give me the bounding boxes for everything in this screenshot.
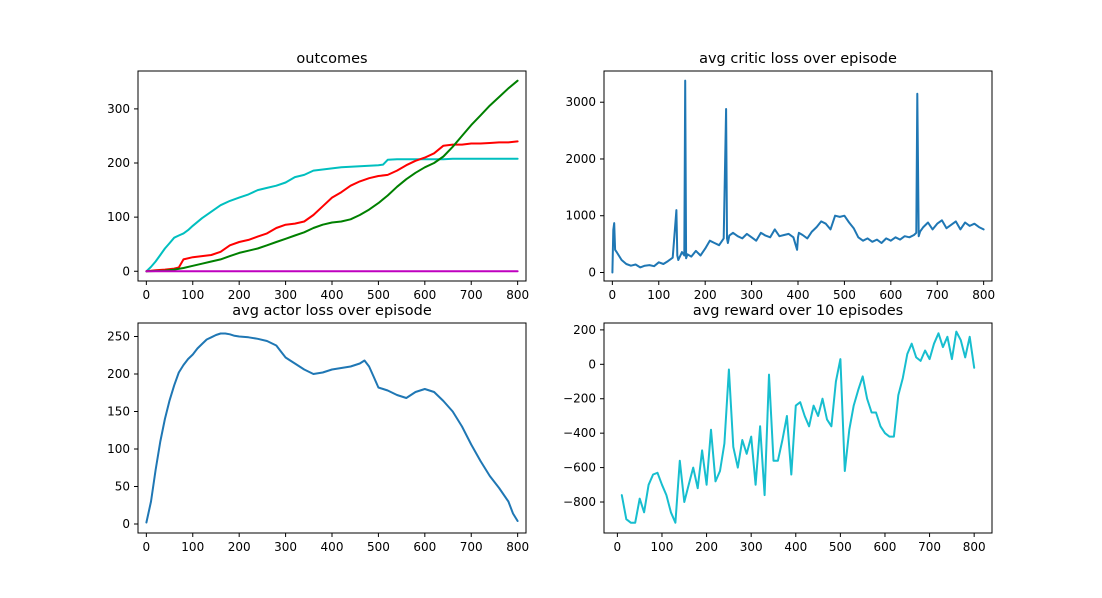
x-tick-label: 300	[274, 540, 297, 554]
x-tick-label: 100	[647, 288, 670, 302]
x-tick-label: 800	[506, 540, 529, 554]
x-tick-label: 700	[918, 540, 941, 554]
x-tick-label: 300	[740, 288, 763, 302]
x-tick-label: 500	[367, 288, 390, 302]
series-line-0	[145, 157, 519, 273]
x-tick-label: 700	[460, 540, 483, 554]
panel-title: avg reward over 10 episodes	[693, 303, 903, 319]
x-tick-label: 100	[181, 288, 204, 302]
x-tick-label: 800	[972, 288, 995, 302]
x-tick-label: 600	[413, 540, 436, 554]
x-tick-label: 700	[926, 288, 949, 302]
y-tick-label: 0	[588, 265, 596, 279]
y-tick-label: 0	[122, 517, 130, 531]
series-group	[145, 79, 519, 273]
x-tick-label: 400	[321, 288, 344, 302]
y-tick-label: 50	[115, 480, 130, 494]
series-group	[145, 332, 519, 524]
panel-title: avg critic loss over episode	[699, 51, 897, 67]
y-tick-label: 150	[107, 405, 130, 419]
x-tick-label: 500	[367, 540, 390, 554]
y-tick-label: 100	[107, 442, 130, 456]
y-tick-label: 300	[107, 102, 130, 116]
panel-title: avg actor loss over episode	[232, 303, 432, 319]
y-tick-label: −800	[563, 495, 596, 509]
x-tick-label: 100	[651, 540, 674, 554]
series-line-0	[611, 79, 985, 274]
x-tick-label: 200	[694, 288, 717, 302]
y-tick-label: 0	[588, 357, 596, 371]
panel-title: outcomes	[296, 51, 367, 67]
y-tick-label: 200	[573, 323, 596, 337]
x-tick-label: 200	[228, 288, 251, 302]
series-group	[611, 79, 985, 274]
x-tick-label: 0	[609, 288, 617, 302]
y-tick-label: 250	[107, 330, 130, 344]
x-tick-label: 800	[963, 540, 986, 554]
series-line-0	[145, 332, 519, 524]
y-tick-label: 2000	[565, 152, 596, 166]
x-tick-label: 0	[614, 540, 622, 554]
x-tick-label: 0	[143, 540, 151, 554]
series-group	[620, 330, 976, 524]
x-tick-label: 200	[695, 540, 718, 554]
panel-critic-loss: avg critic loss over episode 0 100 200 300 4…	[565, 51, 995, 302]
x-tick-label: 600	[879, 288, 902, 302]
y-tick-label: −200	[563, 392, 596, 406]
y-tick-label: −600	[563, 461, 596, 475]
y-tick-label: 200	[107, 156, 130, 170]
x-tick-label: 400	[321, 540, 344, 554]
y-tick-label: 100	[107, 210, 130, 224]
x-tick-label: 500	[829, 540, 852, 554]
x-tick-label: 700	[460, 288, 483, 302]
x-tick-label: 500	[833, 288, 856, 302]
y-tick-label: 0	[122, 264, 130, 278]
y-tick-label: −400	[563, 426, 596, 440]
panel-actor-loss: avg actor loss over episode 0 100 200 300 40…	[107, 303, 529, 554]
x-tick-label: 200	[228, 540, 251, 554]
axes-frame	[603, 322, 993, 534]
x-tick-label: 300	[274, 288, 297, 302]
y-tick-label: 1000	[565, 209, 596, 223]
y-tick-label: 200	[107, 367, 130, 381]
panel-reward: avg reward over 10 episodes 0 100 200 300 40…	[563, 303, 993, 554]
series-line-0	[620, 330, 976, 524]
x-tick-label: 600	[413, 288, 436, 302]
series-line-2	[145, 79, 519, 273]
panel-outcomes: outcomes 0 100 200 300 400 500 600 700 800 0 100 20…	[107, 51, 529, 302]
x-tick-label: 300	[740, 540, 763, 554]
x-tick-label: 400	[787, 288, 810, 302]
y-tick-label: 3000	[565, 95, 596, 109]
x-tick-label: 800	[506, 288, 529, 302]
x-tick-label: 400	[784, 540, 807, 554]
x-tick-label: 600	[874, 540, 897, 554]
x-tick-label: 100	[181, 540, 204, 554]
x-tick-label: 0	[143, 288, 151, 302]
